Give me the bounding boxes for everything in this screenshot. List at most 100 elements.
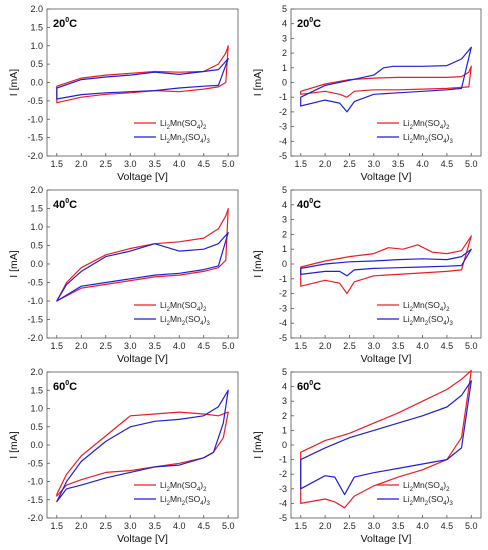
y-tick-label: 2 xyxy=(282,229,287,239)
temperature-label: 600C xyxy=(53,380,77,393)
x-tick-label: 2.0 xyxy=(319,341,332,351)
legend-entry: Li2Mn(SO4)2 xyxy=(160,300,207,313)
x-tick-label: 4.0 xyxy=(416,159,429,169)
x-tick-label: 2.5 xyxy=(343,341,356,351)
x-tick-label: 2.0 xyxy=(75,159,88,169)
x-axis-label: Voltage [V] xyxy=(117,353,168,365)
y-tick-label: 1 xyxy=(282,425,287,435)
x-tick-label: 1.5 xyxy=(294,159,307,169)
y-tick-label: -1.5 xyxy=(27,133,43,143)
y-tick-label: -5 xyxy=(279,333,287,343)
temperature-label: 400C xyxy=(53,198,77,211)
legend-entry: Li2Mn(SO4)2 xyxy=(160,480,207,493)
x-tick-label: 4.0 xyxy=(173,159,186,169)
y-tick-label: 2.0 xyxy=(30,367,43,377)
x-tick-label: 5.0 xyxy=(222,159,235,169)
plot-frame xyxy=(46,8,239,157)
series-line-li2mn2so4-3 xyxy=(56,58,229,100)
plot-frame xyxy=(290,8,482,157)
x-axis-label: Voltage [V] xyxy=(361,353,412,365)
y-tick-label: -4 xyxy=(279,498,287,508)
y-tick-label: -3 xyxy=(279,122,287,132)
y-tick-label: 1 xyxy=(282,244,287,254)
x-tick-label: 3.5 xyxy=(148,521,161,531)
y-tick-label: 1.0 xyxy=(30,222,43,232)
series-line-li2mnso4-2 xyxy=(56,207,229,302)
x-tick-label: 3.5 xyxy=(392,341,405,351)
series-line-li2mn2so4-3 xyxy=(300,248,472,277)
y-axis-label: I [mA] xyxy=(8,250,20,278)
y-tick-label: -2.0 xyxy=(27,333,43,343)
chart-panel-2: 5 4 3 2 1 0 -1 -2 -3 -4 -5 1.5 2.0 2.5 3.0 3.5 4.0 4.5 5.0… xyxy=(252,4,482,183)
x-tick-label: 1.5 xyxy=(51,521,64,531)
series-line-li2mnso4-2 xyxy=(300,369,472,509)
y-tick-label: 0.0 xyxy=(30,259,43,269)
y-tick-label: -0.5 xyxy=(27,96,43,106)
y-tick-label: 4 xyxy=(282,382,287,392)
y-tick-label: -1.0 xyxy=(27,114,43,124)
x-tick-label: 3.0 xyxy=(368,521,381,531)
y-tick-label: 1.5 xyxy=(30,385,43,395)
x-axis-label: Voltage [V] xyxy=(361,171,412,183)
temperature-label: 200C xyxy=(53,17,77,30)
x-tick-label: 2.0 xyxy=(75,341,88,351)
y-tick-label: 2.0 xyxy=(30,185,43,195)
y-axis-label: I [mA] xyxy=(252,250,264,278)
x-tick-label: 1.5 xyxy=(51,159,64,169)
x-tick-label: 3.0 xyxy=(124,341,137,351)
x-tick-label: 4.0 xyxy=(173,341,186,351)
y-tick-label: -5 xyxy=(279,513,287,523)
y-tick-label: 3 xyxy=(282,215,287,225)
y-tick-label: 0.0 xyxy=(30,78,43,88)
y-tick-label: -2 xyxy=(279,289,287,299)
x-tick-label: 4.0 xyxy=(173,521,186,531)
y-axis-label: I [mA] xyxy=(8,431,20,459)
temperature-label: 400C xyxy=(297,198,321,211)
x-tick-label: 2.5 xyxy=(343,521,356,531)
series-line-li2mnso4-2 xyxy=(56,45,229,104)
y-tick-label: -2.0 xyxy=(27,513,43,523)
x-tick-label: 5.0 xyxy=(465,159,478,169)
series-line-li2mnso4-2 xyxy=(56,411,229,497)
series-line-li2mnso4-2 xyxy=(300,65,472,98)
x-tick-label: 5.0 xyxy=(222,521,235,531)
y-tick-label: -1.5 xyxy=(27,315,43,325)
plot-frame xyxy=(46,189,239,339)
x-tick-label: 2.0 xyxy=(319,521,332,531)
series-line-li2mnso4-2 xyxy=(300,235,472,295)
y-tick-label: -4 xyxy=(279,318,287,328)
y-tick-label: 1.5 xyxy=(30,204,43,214)
x-tick-label: 3.0 xyxy=(124,521,137,531)
legend-entry: Li2Mn2(SO4)3 xyxy=(160,314,210,327)
series-line-li2mn2so4-3 xyxy=(56,389,229,503)
y-tick-label: 0.5 xyxy=(30,422,43,432)
y-tick-label: 3 xyxy=(282,396,287,406)
legend-entry: Li2Mn(SO4)2 xyxy=(403,300,450,313)
y-tick-label: -5 xyxy=(279,151,287,161)
y-tick-label: 0 xyxy=(282,440,287,450)
y-tick-label: -2.0 xyxy=(27,151,43,161)
y-tick-label: -1 xyxy=(279,274,287,284)
x-tick-label: 5.0 xyxy=(465,341,478,351)
x-tick-label: 4.5 xyxy=(441,341,454,351)
series-line-li2mn2so4-3 xyxy=(300,46,472,113)
plot-frame xyxy=(46,371,239,519)
y-tick-label: 5 xyxy=(282,367,287,377)
legend-entry: Li2Mn2(SO4)3 xyxy=(160,132,210,145)
legend-entry: Li2Mn2(SO4)3 xyxy=(403,314,453,327)
y-tick-label: -0.5 xyxy=(27,278,43,288)
x-tick-label: 2.0 xyxy=(75,521,88,531)
plot-frame xyxy=(290,371,482,519)
x-tick-label: 3.0 xyxy=(124,159,137,169)
x-tick-label: 3.0 xyxy=(368,159,381,169)
y-tick-label: 4 xyxy=(282,19,287,29)
legend-entry: Li2Mn2(SO4)3 xyxy=(403,132,453,145)
y-tick-label: -3 xyxy=(279,484,287,494)
x-tick-label: 2.5 xyxy=(343,159,356,169)
y-tick-label: -4 xyxy=(279,136,287,146)
y-tick-label: -2 xyxy=(279,469,287,479)
y-tick-label: 5 xyxy=(282,185,287,195)
y-tick-label: -0.5 xyxy=(27,458,43,468)
y-tick-label: -1 xyxy=(279,92,287,102)
y-tick-label: 2 xyxy=(282,48,287,58)
